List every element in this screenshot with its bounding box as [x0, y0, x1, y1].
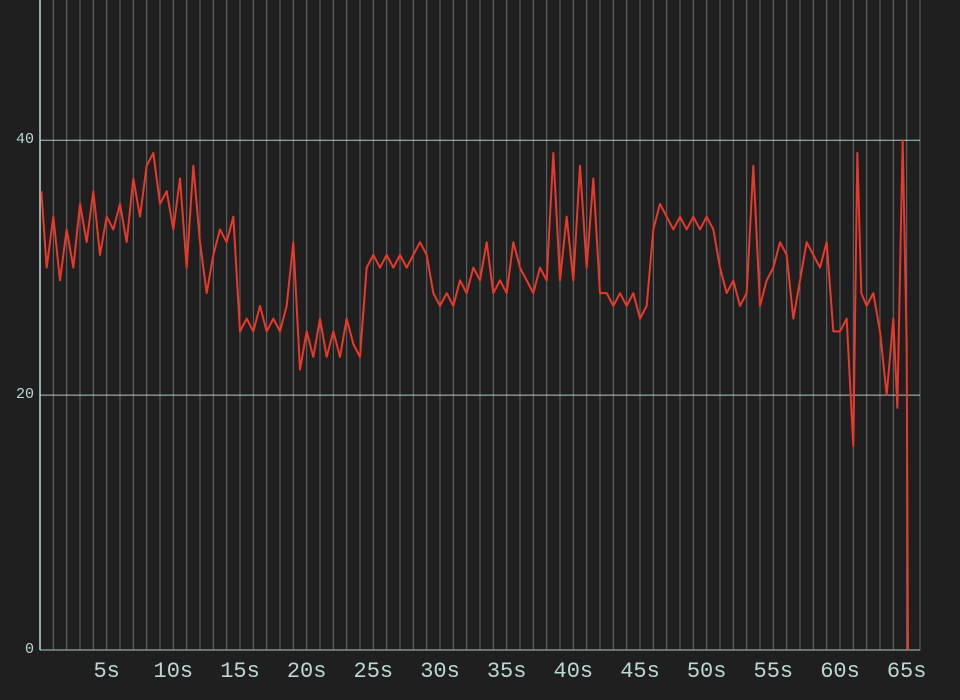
x-tick-label: 20s — [287, 659, 327, 684]
x-tick-label: 50s — [687, 659, 727, 684]
x-tick-label: 55s — [754, 659, 794, 684]
x-tick-label: 65s — [887, 659, 927, 684]
x-tick-label: 40s — [554, 659, 594, 684]
x-tick-label: 25s — [354, 659, 394, 684]
x-tick-label: 15s — [220, 659, 260, 684]
line-series — [40, 139, 909, 651]
x-tick-label: 30s — [420, 659, 460, 684]
x-tick-label: 35s — [487, 659, 527, 684]
x-tick-label: 60s — [820, 659, 860, 684]
x-tick-label: 45s — [620, 659, 660, 684]
x-tick-label: 10s — [154, 659, 194, 684]
y-tick-label: 20 — [16, 386, 34, 403]
y-tick-label: 0 — [25, 641, 34, 658]
y-tick-label: 40 — [16, 131, 34, 148]
x-tick-label: 5s — [93, 659, 119, 684]
